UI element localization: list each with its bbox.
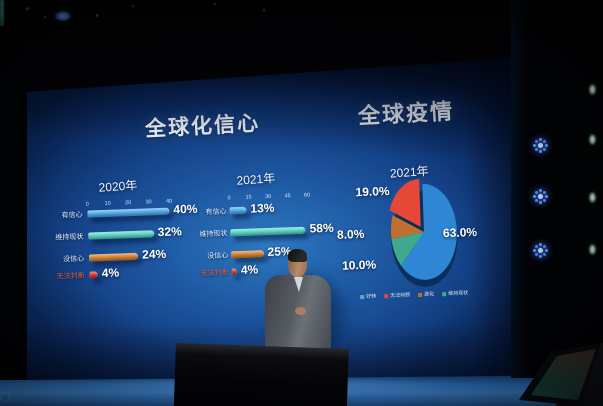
truss-glint	[263, 9, 265, 11]
ceiling-blue-light	[55, 11, 71, 21]
presenter-head	[288, 249, 307, 277]
stage-led-light	[538, 143, 543, 148]
truss-glint	[214, 3, 216, 5]
stage-spot-light	[589, 134, 596, 145]
truss-glint	[26, 7, 29, 10]
truss-glint	[96, 14, 98, 17]
stage-led-light	[538, 194, 543, 199]
floor-marker-glint	[0, 392, 10, 402]
offstage-left	[0, 0, 27, 380]
presenter-hair	[288, 249, 307, 262]
truss-glint	[132, 5, 134, 7]
presenter	[258, 246, 348, 358]
offstage-right	[511, 0, 603, 378]
stage-spot-light	[589, 244, 596, 255]
truss-light-glint	[0, 0, 4, 26]
truss-glint	[44, 16, 46, 18]
stage-spot-light	[589, 192, 596, 203]
presenter-hand	[295, 307, 306, 315]
stage-led-light	[538, 248, 543, 253]
stage-table	[173, 343, 349, 406]
stage-spot-light	[589, 84, 596, 95]
